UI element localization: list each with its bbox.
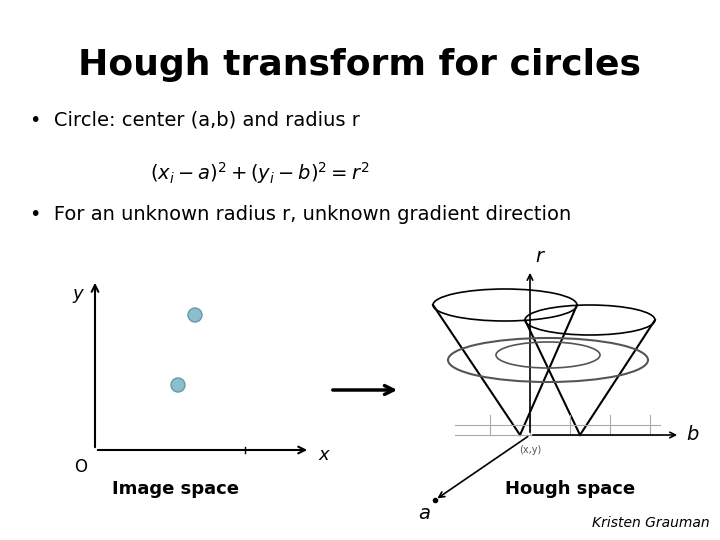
- Text: •  Circle: center (a,b) and radius r: • Circle: center (a,b) and radius r: [30, 110, 360, 129]
- Text: O: O: [74, 458, 87, 476]
- Text: y: y: [73, 285, 83, 303]
- Ellipse shape: [171, 378, 185, 392]
- Text: a: a: [418, 504, 430, 523]
- Text: Hough transform for circles: Hough transform for circles: [78, 48, 642, 82]
- Ellipse shape: [188, 308, 202, 322]
- Text: b: b: [686, 426, 698, 444]
- Text: x: x: [318, 446, 328, 464]
- Text: $(x_i - a)^2 + (y_i - b)^2 = r^2$: $(x_i - a)^2 + (y_i - b)^2 = r^2$: [150, 160, 369, 186]
- Text: r: r: [535, 247, 543, 266]
- Text: •  For an unknown radius r, unknown gradient direction: • For an unknown radius r, unknown gradi…: [30, 205, 571, 224]
- Text: Hough space: Hough space: [505, 480, 635, 498]
- Text: (x,y): (x,y): [519, 445, 541, 455]
- Text: Kristen Grauman: Kristen Grauman: [593, 516, 710, 530]
- Text: Image space: Image space: [112, 480, 238, 498]
